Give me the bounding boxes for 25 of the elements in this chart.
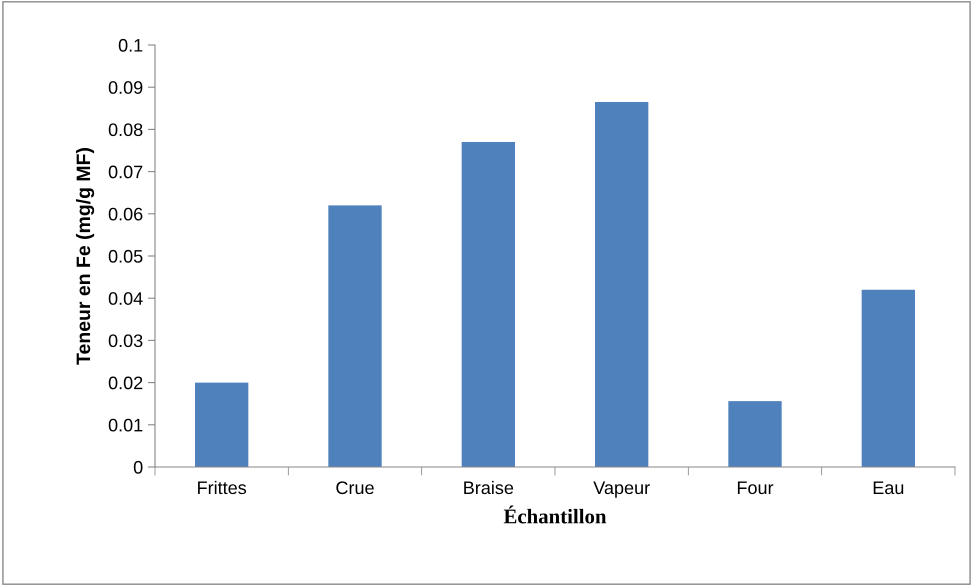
bar: [195, 382, 248, 467]
bar: [728, 401, 782, 467]
y-axis-title: Teneur en Fe (mg/g MF): [76, 148, 94, 365]
y-tick-label: 0.02: [108, 376, 142, 390]
y-tick-label: 0.07: [108, 166, 142, 178]
y-tick-label: 0.06: [108, 208, 142, 221]
bar: [862, 290, 915, 467]
y-tick-label: 0.03: [108, 334, 142, 348]
y-tick-label: 0.05: [108, 250, 142, 263]
bar: [462, 142, 515, 467]
x-axis-title: Échantillon: [504, 505, 606, 524]
y-tick-label: 0: [134, 460, 142, 474]
x-tick-label: Eau: [874, 482, 904, 494]
y-tick-label: 0.09: [108, 81, 142, 94]
y-tick-label: 0.04: [108, 292, 143, 305]
bar: [328, 205, 382, 467]
bar: [595, 102, 648, 467]
y-tick-label: 0.1: [118, 38, 142, 52]
x-tick-label: Frittes: [198, 480, 246, 494]
x-tick-label: Braise: [464, 480, 514, 494]
x-tick-label: Four: [738, 482, 774, 494]
x-tick-label: Crue: [336, 481, 374, 494]
x-tick-label: Vapeur: [593, 482, 650, 498]
y-tick-label: 0.08: [108, 123, 142, 136]
y-tick-label: 0.01: [108, 418, 142, 432]
